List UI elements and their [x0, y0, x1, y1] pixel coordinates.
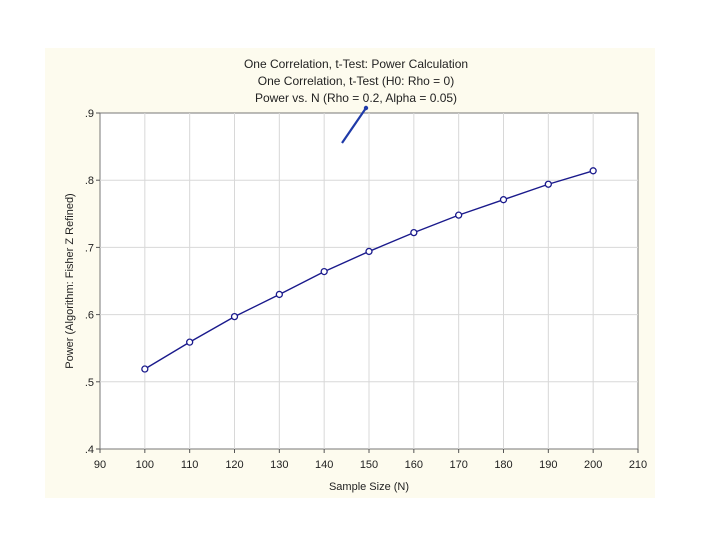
chart-title-line-1: One Correlation, t-Test: Power Calculati…: [244, 57, 468, 71]
x-tick-label: 140: [315, 459, 333, 471]
data-point: [410, 228, 418, 237]
x-tick-label: 180: [494, 459, 512, 471]
x-tick-label: 190: [539, 459, 557, 471]
x-axis-label: Sample Size (N): [329, 481, 409, 493]
data-point: [589, 167, 597, 175]
x-tick-label: 130: [270, 459, 288, 471]
x-tick-label: 110: [181, 459, 199, 471]
x-tick-label: 170: [449, 459, 467, 471]
x-tick-label: 200: [584, 459, 602, 471]
annotation-stroke: [341, 107, 367, 144]
y-tick-label: .7: [85, 242, 94, 254]
x-tick-label: 210: [629, 459, 647, 471]
annotation-stroke-end: [363, 105, 369, 111]
y-axis-ticks: .4 .5 .6 .7 .8 .9: [85, 108, 100, 456]
y-tick-label: .9: [85, 108, 94, 120]
chart-title-line-3: Power vs. N (Rho = 0.2, Alpha = 0.05): [255, 91, 457, 105]
data-point: [499, 196, 508, 204]
x-tick-label: 100: [136, 459, 154, 471]
x-tick-label: 90: [94, 459, 106, 471]
x-tick-label: 120: [225, 459, 243, 471]
x-axis-ticks: 90 100 110 120 130 140 150 160 170 180 190 200 210: [94, 449, 647, 471]
data-point: [275, 290, 283, 299]
data-point: [230, 312, 239, 321]
y-axis-label: Power (Algorithm: Fisher Z Refined): [64, 193, 76, 368]
data-point: [365, 247, 373, 256]
y-tick-label: .5: [85, 377, 94, 389]
x-tick-label: 160: [405, 459, 423, 471]
data-point: [455, 211, 463, 219]
chart-title-line-2: One Correlation, t-Test (H0: Rho = 0): [258, 74, 454, 88]
data-point: [186, 338, 194, 346]
data-point: [320, 267, 328, 276]
data-point: [544, 180, 552, 188]
y-tick-label: .4: [85, 444, 94, 456]
y-tick-label: .6: [85, 310, 94, 322]
data-point: [141, 365, 149, 373]
x-tick-label: 150: [360, 459, 378, 471]
series-layer: [141, 167, 597, 373]
y-tick-label: .8: [85, 175, 94, 187]
